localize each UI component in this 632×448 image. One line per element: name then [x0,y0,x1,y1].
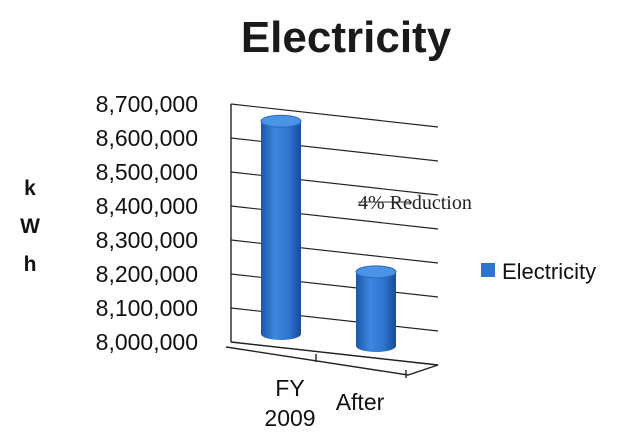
bar-body [356,271,396,352]
bar-1 [355,265,397,352]
x-tick-labels: FY 2009 After [264,375,384,431]
y-tick-label: 8,000,000 [96,329,198,355]
chart-title: Electricity [241,13,452,62]
y-tick-label: 8,200,000 [96,261,198,287]
legend-swatch [481,263,495,277]
bar-0 [260,114,302,340]
y-tick-label: 8,300,000 [96,227,198,253]
x-tick-label: After [336,389,385,415]
y-tick-label: 8,400,000 [96,193,198,219]
bars [260,114,397,352]
gridline-7 [230,103,439,128]
y-tick-label: 8,700,000 [96,91,198,117]
y-tick-label: 8,100,000 [96,295,198,321]
bar-top [355,265,397,279]
floor [225,341,439,376]
legend: Electricity [481,259,596,284]
y-tick-label: 8,600,000 [96,125,198,151]
axes [225,104,439,378]
legend-label: Electricity [502,259,596,284]
y-tick-labels: 8,000,000 8,100,000 8,200,000 8,300,000 8,40… [96,91,198,355]
annotation-reduction: 4% Reduction [358,192,472,214]
bar-body [261,121,301,340]
y-tick-label: 8,500,000 [96,159,198,185]
x-tick-label: FY 2009 [264,375,315,431]
bar-top [260,114,302,128]
